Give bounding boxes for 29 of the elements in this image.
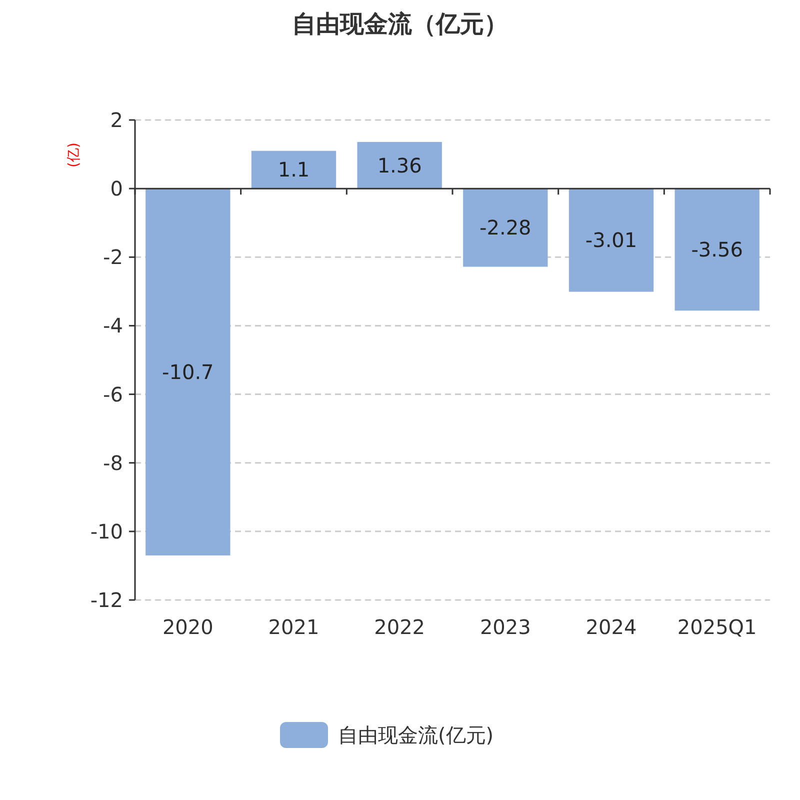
data-label: 1.36 [377, 153, 422, 178]
chart-title: 自由现金流（亿元） [292, 10, 508, 38]
data-label: -3.01 [585, 228, 638, 252]
x-tick-label: 2023 [480, 615, 531, 639]
bar [568, 188, 654, 292]
y-tick-label: -6 [103, 382, 123, 406]
y-tick-label: -10 [90, 519, 123, 544]
bar [251, 150, 336, 189]
y-tick-label: 0 [110, 176, 123, 201]
y-tick-label: -4 [103, 314, 123, 338]
bar [463, 188, 548, 267]
data-label: -2.28 [480, 216, 532, 240]
x-tick-label: 2024 [586, 615, 637, 639]
x-tick-label: 2020 [162, 615, 214, 639]
y-axis-title: (亿) [66, 142, 82, 168]
y-tick-label: -12 [90, 588, 123, 612]
bar [357, 142, 442, 189]
x-tick-label: 2025Q1 [677, 615, 757, 639]
data-label: -3.56 [691, 238, 743, 262]
y-tick-label: -2 [103, 245, 123, 270]
x-tick-label: 2022 [374, 615, 426, 639]
x-tick-label: 2021 [268, 615, 320, 639]
data-label: 1.1 [278, 158, 310, 182]
data-label: -10.7 [162, 360, 214, 384]
y-tick-label: -8 [103, 450, 123, 475]
bar [146, 188, 230, 556]
y-tick-label: 2 [110, 108, 123, 132]
legend-label: 自由现金流(亿元) [338, 723, 494, 747]
bar [674, 188, 760, 311]
